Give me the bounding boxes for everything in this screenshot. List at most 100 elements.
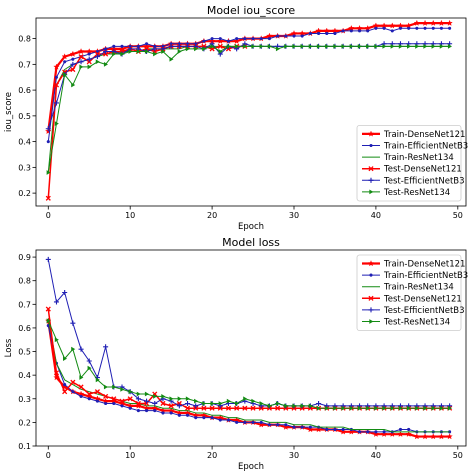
data-point: [194, 42, 198, 46]
data-point: [103, 384, 108, 390]
data-point: [357, 43, 362, 49]
data-point: [112, 44, 116, 48]
data-point: [439, 405, 444, 411]
data-point: [194, 46, 199, 52]
data-point: [210, 43, 215, 49]
x-tick-label: 40: [371, 211, 381, 220]
data-point: [201, 405, 207, 411]
data-point: [259, 401, 264, 406]
series-train-resnet134: [47, 318, 450, 433]
data-point: [169, 411, 173, 415]
data-point: [316, 405, 321, 411]
data-point: [46, 140, 50, 144]
data-point: [54, 121, 59, 126]
x-tick-label: 50: [453, 451, 463, 460]
y-tick-label: 0.8: [18, 35, 31, 44]
data-point: [153, 409, 157, 413]
data-point: [136, 44, 140, 48]
legend-marker: [367, 260, 375, 267]
data-point: [407, 26, 411, 30]
data-point: [210, 401, 215, 406]
data-point: [71, 346, 76, 352]
data-point: [202, 39, 206, 43]
data-point: [423, 26, 427, 30]
legend-entry-train-densenet121: Train-DenseNet121: [362, 130, 465, 140]
data-point: [209, 405, 215, 411]
data-point: [382, 26, 386, 30]
data-point: [341, 43, 346, 49]
data-point: [152, 46, 158, 52]
data-point: [398, 427, 403, 432]
legend-label: Train-EfficientNetB3: [383, 271, 468, 281]
data-point: [234, 405, 240, 411]
data-point: [284, 423, 288, 427]
data-point: [70, 320, 76, 326]
data-point: [259, 420, 263, 424]
data-point: [439, 43, 444, 49]
data-point: [275, 46, 280, 52]
data-point: [251, 398, 256, 404]
data-point: [267, 37, 271, 41]
data-point: [421, 433, 429, 440]
data-point: [118, 45, 126, 52]
series-test-resnet134: [46, 318, 452, 411]
y-tick-label: 0.4: [18, 371, 31, 380]
data-point: [194, 398, 199, 404]
data-point: [177, 413, 181, 417]
data-point: [438, 19, 445, 26]
data-point: [70, 66, 76, 73]
data-point: [415, 43, 420, 49]
y-axis-label: iou_score: [4, 92, 14, 132]
series-line: [47, 45, 245, 199]
data-point: [374, 43, 379, 49]
chart-loss: Model loss 0 10 20 30 40 50 0.1 0.2 0.3 0.4 0.5 0.6 0…: [4, 236, 468, 472]
data-point: [380, 430, 388, 437]
legend-entry-test-efficientnetb3: Test-EfficientNetB3: [362, 306, 465, 316]
data-point: [86, 358, 92, 364]
data-point: [226, 43, 231, 49]
x-tick-label: 20: [207, 211, 217, 220]
x-tick-label: 20: [207, 451, 217, 460]
series-train-densenet121: [45, 317, 453, 440]
data-point: [185, 396, 190, 402]
data-point: [292, 34, 296, 38]
data-point: [136, 391, 141, 397]
data-point: [119, 398, 125, 404]
data-point: [78, 384, 84, 390]
data-point: [144, 391, 149, 397]
data-point: [366, 43, 371, 49]
data-point: [341, 405, 346, 411]
data-point: [413, 433, 421, 440]
data-point: [169, 42, 173, 46]
legend-label: Test-DenseNet121: [383, 294, 462, 304]
data-point: [95, 399, 99, 403]
x-tick-label: 0: [46, 211, 51, 220]
data-point: [63, 60, 67, 64]
series-test-resnet134: [46, 43, 452, 175]
legend-marker: [369, 273, 373, 277]
data-point: [357, 405, 362, 411]
data-point: [389, 430, 396, 437]
data-point: [185, 42, 190, 46]
data-point: [86, 56, 92, 62]
data-point: [70, 379, 76, 385]
data-point: [127, 396, 133, 402]
data-point: [169, 396, 174, 402]
legend-entry-train-densenet121: Train-DenseNet121: [362, 260, 465, 270]
data-point: [144, 398, 150, 404]
data-point: [45, 126, 51, 132]
data-point: [235, 43, 240, 49]
series-train-efficientnetb3: [46, 324, 452, 434]
data-point: [243, 43, 248, 49]
data-point: [315, 426, 322, 433]
data-point: [46, 318, 51, 324]
data-point: [267, 403, 272, 409]
data-point: [128, 406, 132, 410]
data-point: [300, 34, 304, 38]
data-point: [390, 43, 395, 49]
data-point: [152, 400, 158, 407]
x-tick-label: 10: [125, 211, 135, 220]
legend-marker: [369, 189, 374, 195]
data-point: [71, 82, 76, 88]
data-point: [259, 37, 263, 41]
